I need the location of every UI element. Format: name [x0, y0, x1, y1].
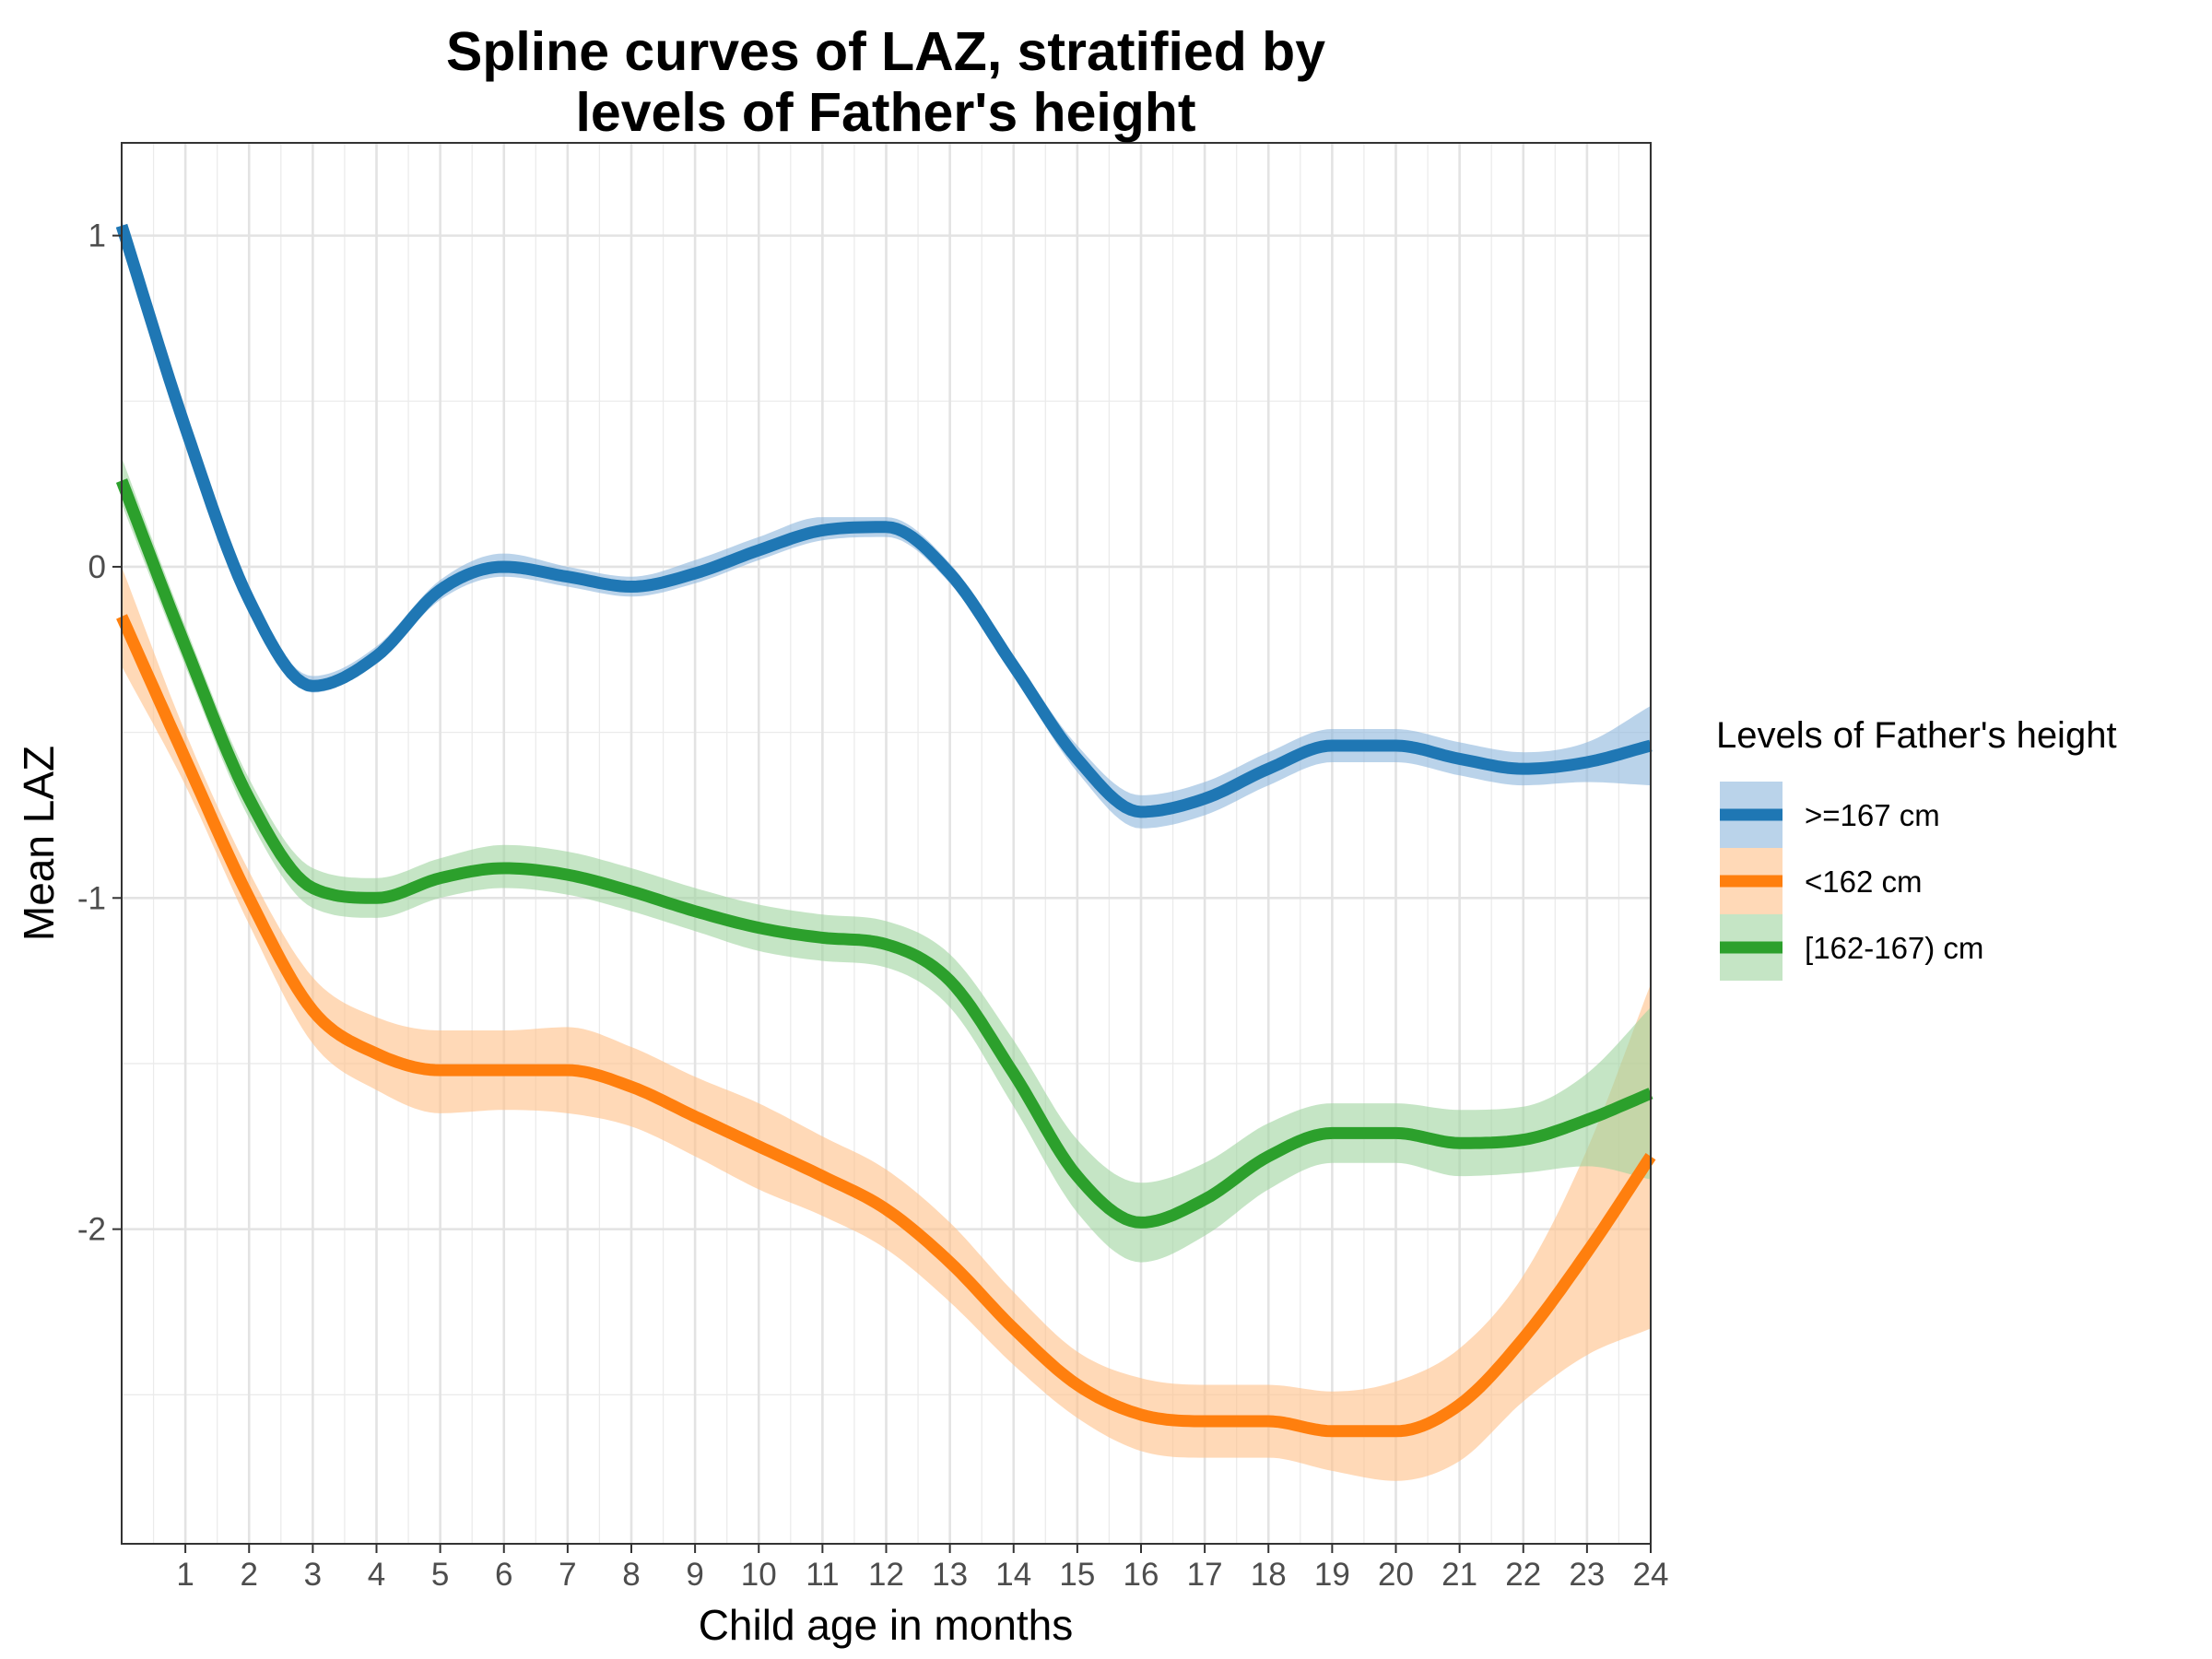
x-tick-label: 12: [868, 1557, 904, 1593]
x-tick-label: 2: [241, 1557, 258, 1593]
confidence-band-1: [122, 567, 1651, 1481]
x-tick-label: 19: [1314, 1557, 1350, 1593]
x-tick-label: 21: [1441, 1557, 1477, 1593]
y-tick-label: -2: [77, 1212, 106, 1248]
legend-items: >=167 cm <162 cm [162-167) cm: [1720, 782, 1983, 981]
x-tick-label: 14: [995, 1557, 1031, 1593]
x-tick-label: 24: [1633, 1557, 1669, 1593]
x-tick-label: 5: [431, 1557, 449, 1593]
x-axis-title: Child age in months: [699, 1601, 1074, 1649]
y-tick-label: -1: [77, 880, 106, 916]
x-tick-label: 22: [1505, 1557, 1541, 1593]
x-tick-label: 23: [1569, 1557, 1605, 1593]
legend-entry-label: <162 cm: [1805, 865, 1923, 899]
y-axis: 1 0 -1 -2: [77, 218, 122, 1248]
x-tick-label: 15: [1059, 1557, 1095, 1593]
y-axis-title: Mean LAZ: [15, 746, 63, 941]
legend-entry-label: >=167 cm: [1805, 798, 1940, 832]
x-axis: 1 2 3 4 5 6 7 8 9 10 11 12 13 14 15 16 17 18 19 20 21 22 23 24: [176, 1544, 1668, 1593]
x-tick-label: 18: [1251, 1557, 1287, 1593]
series-lines: [115, 223, 1656, 1438]
x-tick-label: 1: [176, 1557, 194, 1593]
x-tick-label: 4: [368, 1557, 385, 1593]
chart-title-line-1: Spline curves of LAZ, stratified by: [446, 21, 1325, 82]
x-tick-label: 11: [806, 1557, 839, 1593]
legend: Levels of Father's height >=167 cm <162 c…: [1716, 715, 2117, 981]
x-tick-label: 10: [741, 1557, 777, 1593]
series-line-0: [115, 223, 1653, 818]
y-tick-label: 1: [88, 218, 106, 254]
x-tick-label: 17: [1187, 1557, 1223, 1593]
chart-title-line-2: levels of Father's height: [575, 82, 1195, 143]
legend-entry-label: [162-167) cm: [1805, 931, 1983, 965]
y-tick-label: 0: [88, 549, 106, 585]
x-tick-label: 13: [932, 1557, 968, 1593]
x-tick-label: 16: [1124, 1557, 1159, 1593]
x-tick-label: 7: [559, 1557, 576, 1593]
x-tick-label: 3: [304, 1557, 322, 1593]
grid-layer: [122, 143, 1653, 1544]
x-tick-label: 8: [622, 1557, 640, 1593]
series-line-1: [116, 614, 1656, 1438]
x-tick-label: 6: [495, 1557, 512, 1593]
legend-title: Levels of Father's height: [1716, 715, 2117, 756]
x-tick-label: 20: [1378, 1557, 1414, 1593]
x-tick-label: 9: [686, 1557, 703, 1593]
series-line-2: [115, 478, 1653, 1229]
